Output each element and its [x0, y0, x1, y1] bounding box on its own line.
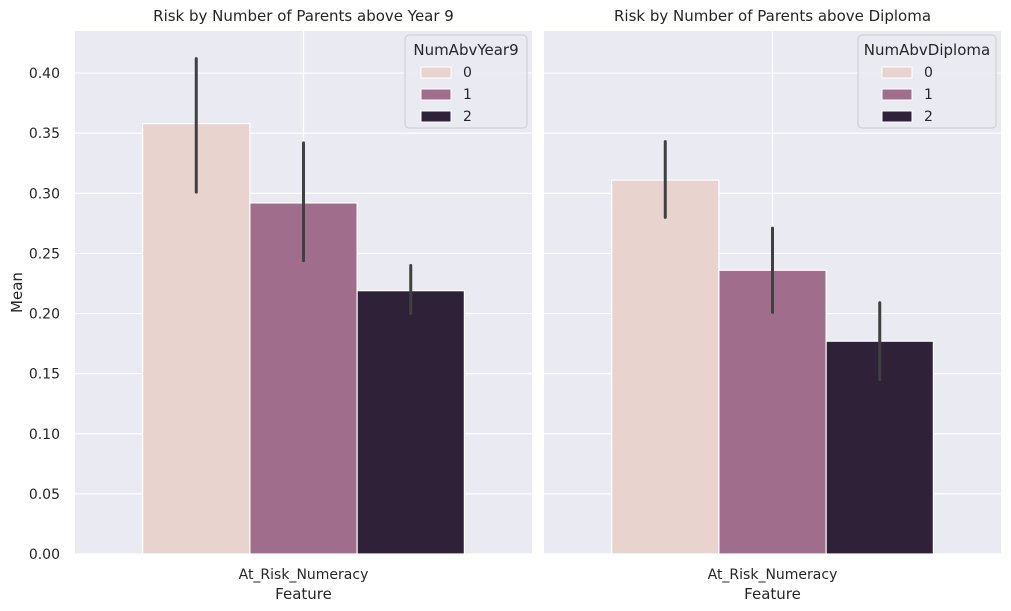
y-tick-label: 0.25 [29, 246, 60, 262]
y-tick-label: 0.00 [29, 547, 60, 563]
legend-swatch-0 [420, 66, 452, 79]
legend-swatch-2 [881, 110, 913, 123]
x-axis-label: Feature [275, 585, 332, 603]
legend-label-0: 0 [463, 65, 472, 81]
bar-0 [142, 122, 251, 555]
y-tick-label: 0.20 [29, 307, 60, 323]
y-tick-label: 0.35 [29, 126, 60, 142]
x-tick-label: At_Risk_Numeracy [708, 567, 838, 583]
legend-label-1: 1 [924, 87, 933, 103]
bar-1 [718, 269, 827, 555]
chart-panel-1: 0.00 0.05 0.10 0.15 0.20 0.25 0.30 0.35 0.40 At_R… [8, 7, 532, 603]
legend-box [404, 34, 528, 129]
legend-label-0: 0 [924, 65, 933, 81]
x-tick-label: At_Risk_Numeracy [239, 567, 369, 583]
legend-title: NumAbvYear9 [413, 41, 518, 59]
chart-panel-2: At_Risk_Numeracy Feature Risk by Number of… [544, 7, 1001, 603]
bar-0 [611, 179, 720, 555]
legend-swatch-1 [881, 88, 913, 101]
legend-box [857, 34, 997, 129]
legend-swatch-2 [420, 110, 452, 123]
y-tick-label: 0.15 [29, 367, 60, 383]
legend-label-1: 1 [463, 87, 472, 103]
legend-label-2: 2 [463, 109, 472, 125]
y-tick-label: 0.30 [29, 186, 60, 202]
legend-swatch-1 [420, 88, 452, 101]
legend-title: NumAbvDiploma [864, 41, 990, 59]
legend: NumAbvDiploma 0 1 2 [857, 34, 997, 129]
x-axis-label: Feature [744, 585, 801, 603]
legend-swatch-0 [881, 66, 913, 79]
y-tick-label: 0.40 [29, 66, 60, 82]
y-tick-label: 0.05 [29, 487, 60, 503]
y-axis-label: Mean [8, 272, 26, 313]
y-tick-label: 0.10 [29, 427, 60, 443]
legend: NumAbvYear9 0 1 2 [404, 34, 528, 129]
bar-2 [356, 290, 465, 555]
chart-title: Risk by Number of Parents above Diploma [614, 7, 931, 25]
legend-label-2: 2 [924, 109, 933, 125]
chart-title: Risk by Number of Parents above Year 9 [153, 7, 454, 25]
